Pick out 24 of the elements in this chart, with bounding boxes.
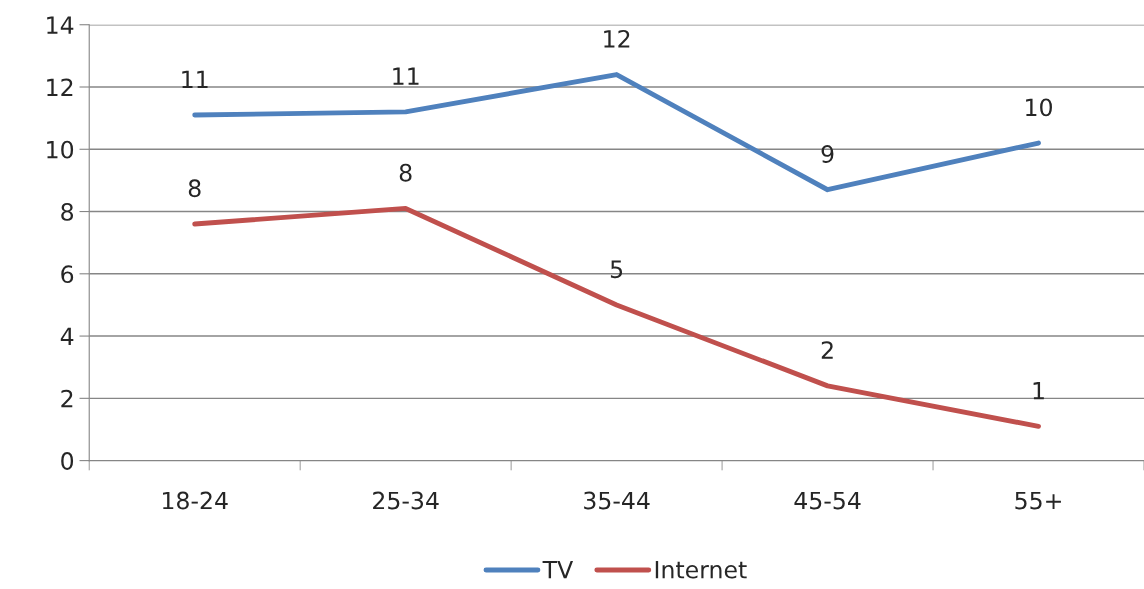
y-tick-label: 4: [60, 327, 74, 346]
data-label: 9: [821, 145, 834, 163]
y-tick-label: 12: [47, 78, 73, 96]
data-label: 1: [1033, 382, 1044, 400]
x-tick-label: 45-54: [794, 491, 861, 510]
legend-label: Internet: [655, 561, 747, 579]
y-tick-label: 8: [61, 202, 74, 221]
data-label: 12: [604, 29, 630, 48]
y-tick-label: 6: [61, 265, 74, 284]
data-label: 11: [393, 67, 419, 85]
data-label: 2: [821, 341, 833, 359]
y-tick-label: 10: [47, 140, 74, 159]
data-label: 11: [182, 70, 208, 88]
data-label: 8: [188, 179, 201, 198]
x-tick-label: 18-24: [163, 491, 228, 510]
y-tick-label: 2: [61, 389, 73, 408]
x-tick-label: 25-34: [373, 491, 439, 510]
x-tick-label: 35-44: [584, 491, 650, 510]
legend-label: TV: [542, 561, 574, 579]
x-tick-label: 55+: [1015, 491, 1061, 510]
data-label: 10: [1026, 98, 1052, 117]
y-tick-label: 0: [61, 452, 74, 470]
data-label: 8: [399, 163, 412, 182]
y-tick-label: 14: [47, 16, 74, 34]
